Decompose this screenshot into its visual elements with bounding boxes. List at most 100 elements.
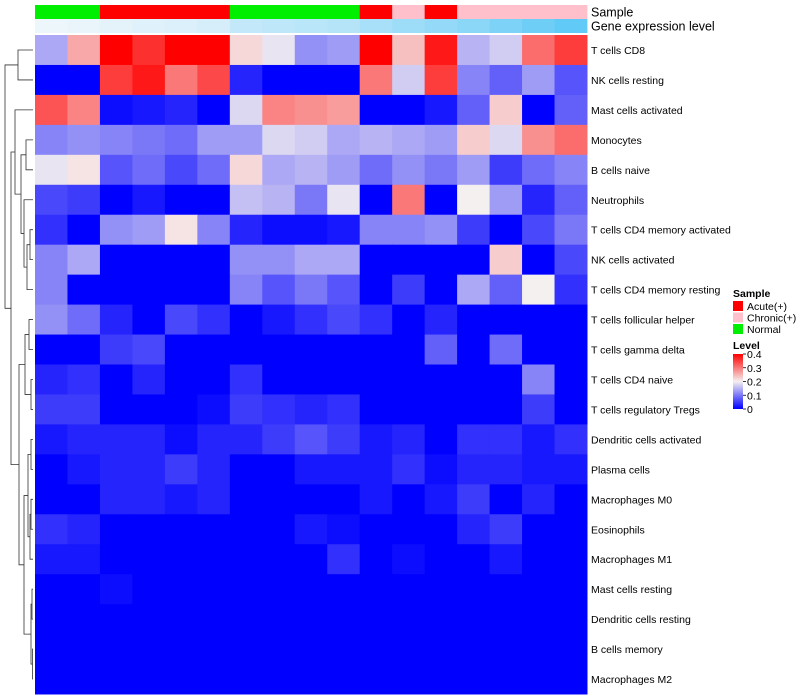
sample-track-cell xyxy=(164,5,198,19)
heatmap-cell xyxy=(35,244,68,276)
heatmap-cell xyxy=(197,154,231,186)
heatmap-cell xyxy=(262,35,296,66)
heatmap-cell xyxy=(99,35,133,66)
heatmap-cell xyxy=(424,364,458,395)
heatmap-cell xyxy=(132,64,166,96)
heatmap-cell xyxy=(359,394,393,425)
heatmap-cell xyxy=(35,64,68,96)
heatmap-cell xyxy=(67,35,101,66)
heatmap-cell xyxy=(35,424,68,455)
row-label: Eosinophils xyxy=(591,524,645,536)
heatmap-cell xyxy=(489,394,523,425)
heatmap-cell xyxy=(424,424,458,455)
heatmap-cell xyxy=(164,514,198,545)
sample-track-cell xyxy=(197,5,231,19)
heatmap-cell xyxy=(229,274,263,306)
row-label: T cells CD4 memory resting xyxy=(591,285,720,297)
heatmap-cell xyxy=(99,634,133,665)
heatmap-cell xyxy=(327,214,361,246)
heatmap-cell xyxy=(392,454,426,485)
heatmap-cell xyxy=(164,244,198,276)
sample-track-cell xyxy=(294,5,328,19)
heatmap-cell xyxy=(229,214,263,246)
expression-level-track-cell xyxy=(294,19,328,33)
heatmap-cell xyxy=(392,274,426,306)
heatmap-cell xyxy=(392,334,426,365)
heatmap-cell xyxy=(457,454,491,485)
row-label: NK cells resting xyxy=(591,75,664,87)
heatmap-cell xyxy=(164,454,198,485)
heatmap-cell xyxy=(457,544,491,575)
expression-level-track-cell xyxy=(522,19,555,33)
heatmap-cell xyxy=(197,35,231,66)
row-label: Macrophages M1 xyxy=(591,554,672,566)
heatmap-cell xyxy=(392,154,426,186)
heatmap-cell xyxy=(294,484,328,515)
heatmap-cell xyxy=(359,364,393,395)
sample-track-cell xyxy=(229,5,263,19)
heatmap-cell xyxy=(554,334,588,365)
heatmap-cell xyxy=(424,304,458,336)
heatmap-cell xyxy=(132,214,166,246)
heatmap-cell xyxy=(359,94,393,126)
heatmap-cell xyxy=(522,214,556,246)
heatmap-cell xyxy=(489,214,523,246)
heatmap-cell xyxy=(522,514,556,545)
heatmap-cell xyxy=(522,484,556,515)
heatmap-cell xyxy=(554,514,588,545)
heatmap-cell xyxy=(164,334,198,365)
heatmap-cell xyxy=(424,214,458,246)
row-label: T cells CD8 xyxy=(591,45,645,57)
heatmap-cell xyxy=(359,634,393,665)
heatmap-cell xyxy=(197,634,231,665)
heatmap-cell xyxy=(229,454,263,485)
heatmap-cell xyxy=(229,514,263,545)
heatmap-cell xyxy=(327,634,361,665)
heatmap-cell xyxy=(99,274,133,306)
heatmap-cell xyxy=(327,604,361,635)
dendrogram-link xyxy=(28,319,33,350)
heatmap-cell xyxy=(229,334,263,365)
heatmap-cell xyxy=(35,184,68,216)
heatmap-cell xyxy=(197,184,231,216)
heatmap-cell xyxy=(35,334,68,365)
heatmap-cell xyxy=(327,154,361,186)
heatmap-cell xyxy=(392,394,426,425)
heatmap-cell xyxy=(327,334,361,365)
heatmap-cell xyxy=(197,64,231,96)
heatmap-cell xyxy=(554,124,588,156)
dendrogram-link xyxy=(29,229,33,261)
heatmap-cell xyxy=(554,394,588,425)
heatmap-cell xyxy=(359,124,393,156)
heatmap-cell xyxy=(99,454,133,485)
heatmap-cell xyxy=(424,394,458,425)
heatmap-cell xyxy=(327,94,361,126)
sample-track-cell xyxy=(522,5,555,19)
heatmap-cell xyxy=(554,64,588,96)
row-label: Dendritic cells resting xyxy=(591,614,691,626)
heatmap-cell xyxy=(67,124,101,156)
row-label: Neutrophils xyxy=(591,195,644,207)
heatmap-cell xyxy=(554,274,588,306)
heatmap-cell xyxy=(522,124,556,156)
heatmap-cell xyxy=(327,664,361,695)
heatmap-cell xyxy=(132,334,166,365)
heatmap-cell xyxy=(327,184,361,216)
heatmap-cell xyxy=(67,424,101,455)
heatmap-cell xyxy=(359,334,393,365)
heatmap-cell xyxy=(132,184,166,216)
dendrogram-link xyxy=(23,199,33,268)
heatmap-cell xyxy=(197,544,231,575)
row-label: Monocytes xyxy=(591,135,642,147)
heatmap-cell xyxy=(67,454,101,485)
sample-track-cell xyxy=(424,5,458,19)
heatmap-cell xyxy=(424,35,458,66)
heatmap-cell xyxy=(489,244,523,276)
legend-level-tick-label: 0.3 xyxy=(747,363,762,375)
heatmap-cell xyxy=(67,394,101,425)
heatmap-cell xyxy=(35,124,68,156)
row-label: Macrophages M2 xyxy=(591,674,672,686)
row-label: T cells CD4 naive xyxy=(591,374,673,386)
heatmap-cell xyxy=(132,274,166,306)
